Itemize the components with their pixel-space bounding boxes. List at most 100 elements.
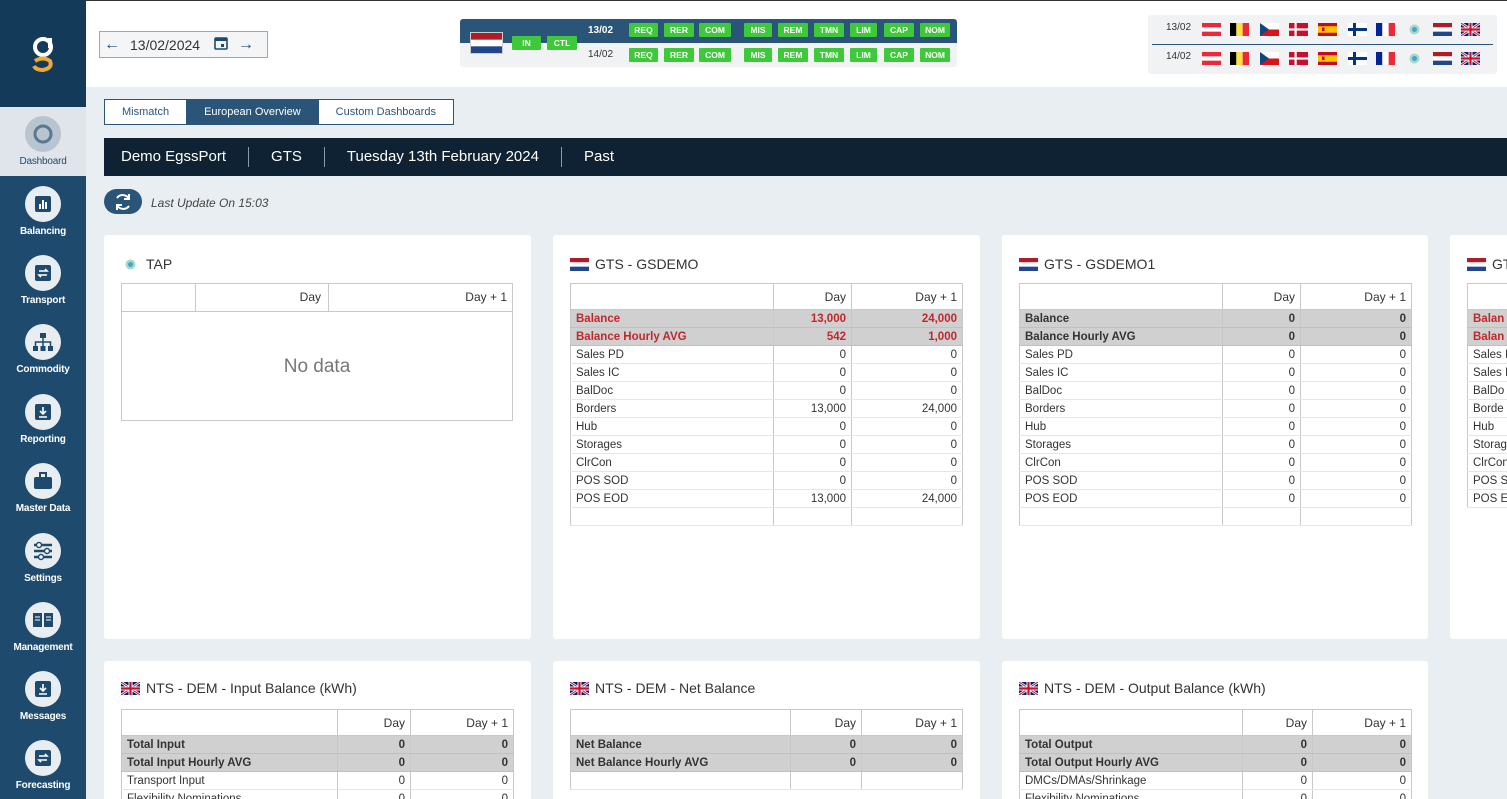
table-row[interactable]: Balance Hourly AVG 0 0 xyxy=(1019,327,1412,346)
table-row[interactable]: Balance 0 0 xyxy=(1019,309,1412,328)
table-row[interactable]: ClrCon 0 0 xyxy=(570,453,963,472)
table-row[interactable]: Borders 13,000 24,000 xyxy=(570,399,963,418)
table-row[interactable]: Total Output 0 0 xyxy=(1019,735,1412,754)
status-pill[interactable]: REQ xyxy=(629,48,658,62)
context-company[interactable]: Demo EgssPort xyxy=(104,147,250,167)
austria-flag-icon[interactable] xyxy=(1202,52,1221,65)
table-row[interactable]: Borde xyxy=(1467,399,1507,418)
table-row[interactable]: Net Balance Hourly AVG 0 0 xyxy=(570,753,963,772)
calendar-icon[interactable] xyxy=(214,36,234,53)
table-row[interactable]: DMCs/DMAs/Shrinkage 0 0 xyxy=(1019,771,1412,790)
tab-custom-dashboards[interactable]: Custom Dashboards xyxy=(335,106,436,118)
next-day-arrow-icon[interactable]: → xyxy=(238,35,254,53)
status-pill[interactable]: CAP xyxy=(884,48,914,62)
netherlands-flag-icon[interactable] xyxy=(1433,52,1452,65)
status-pill[interactable]: REM xyxy=(778,48,808,62)
nav-balancing[interactable]: Balancing xyxy=(0,177,86,246)
table-row[interactable]: ClrCon xyxy=(1467,453,1507,472)
table-row[interactable]: Sales PD 0 0 xyxy=(570,345,963,364)
table-row[interactable]: Balance Hourly AVG 542 1,000 xyxy=(570,327,963,346)
table-row[interactable]: POS SOD 0 0 xyxy=(1019,471,1412,490)
status-pill[interactable]: RER xyxy=(664,23,694,37)
denmark-flag-icon[interactable] xyxy=(1289,52,1308,65)
nav-settings[interactable]: Settings xyxy=(0,524,86,593)
table-row[interactable]: Sales I xyxy=(1467,345,1507,364)
uk-flag-icon[interactable] xyxy=(1461,52,1480,65)
spain-flag-icon[interactable] xyxy=(1318,52,1337,65)
uk-flag-icon[interactable] xyxy=(1461,23,1480,36)
table-row[interactable]: Hub 0 0 xyxy=(1019,417,1412,436)
france-flag-icon[interactable] xyxy=(1376,52,1395,65)
table-row[interactable]: Storages 0 0 xyxy=(1019,435,1412,454)
context-tso[interactable]: GTS xyxy=(249,147,325,167)
table-row[interactable]: Balance 13,000 24,000 xyxy=(570,309,963,328)
table-row[interactable]: BalDoc 0 0 xyxy=(570,381,963,400)
table-row[interactable]: POS EOD 13,000 24,000 xyxy=(570,489,963,508)
status-pill[interactable]: COM xyxy=(699,48,731,62)
table-row[interactable]: POS E xyxy=(1467,489,1507,508)
table-row[interactable]: Balan xyxy=(1467,327,1507,346)
austria-flag-icon[interactable] xyxy=(1202,23,1221,36)
table-row[interactable]: Transport Input 0 0 xyxy=(121,771,514,790)
context-date[interactable]: Tuesday 13th February 2024 xyxy=(325,147,562,167)
table-row[interactable]: Balan xyxy=(1467,309,1507,328)
finland-flag-icon[interactable] xyxy=(1348,52,1367,65)
status-pill[interactable]: REM xyxy=(778,23,808,37)
france-flag-icon[interactable] xyxy=(1376,23,1395,36)
table-row[interactable]: Storages 0 0 xyxy=(570,435,963,454)
status-pill[interactable]: LIM xyxy=(850,48,877,62)
status-pill[interactable]: CAP xyxy=(884,23,914,37)
nav-commodity[interactable]: Commodity xyxy=(0,315,86,384)
status-pill[interactable]: COM xyxy=(699,23,731,37)
table-row[interactable]: POS EOD 0 0 xyxy=(1019,489,1412,508)
app-logo[interactable] xyxy=(0,0,86,107)
status-pill[interactable]: MIS xyxy=(744,23,772,37)
status-pill[interactable]: RER xyxy=(664,48,694,62)
refresh-button[interactable] xyxy=(104,189,142,214)
table-row[interactable]: ClrCon 0 0 xyxy=(1019,453,1412,472)
nav-reporting[interactable]: Reporting xyxy=(0,385,86,454)
tap-icon-icon[interactable] xyxy=(1405,23,1424,36)
tab-european-overview[interactable]: European Overview xyxy=(187,100,319,124)
nav-master-data[interactable]: Master Data xyxy=(0,454,86,523)
table-row[interactable]: POS SOD 0 0 xyxy=(570,471,963,490)
czech-flag-icon[interactable] xyxy=(1260,52,1279,65)
czech-flag-icon[interactable] xyxy=(1260,23,1279,36)
date-picker[interactable]: ← 13/02/2024 → xyxy=(99,31,268,58)
table-row[interactable]: Flexibility Nominations 0 0 xyxy=(121,789,514,799)
status-pill-ctl[interactable]: CTL xyxy=(547,36,577,50)
nav-messages[interactable]: Messages xyxy=(0,662,86,731)
table-row[interactable]: Hub xyxy=(1467,417,1507,436)
nav-management[interactable]: Management xyxy=(0,593,86,662)
netherlands-flag-icon[interactable] xyxy=(1433,23,1452,36)
table-row[interactable]: Total Input Hourly AVG 0 0 xyxy=(121,753,514,772)
context-period[interactable]: Past xyxy=(583,148,614,165)
spain-flag-icon[interactable] xyxy=(1318,23,1337,36)
nav-forecasting[interactable]: Forecasting xyxy=(0,731,86,799)
status-pill[interactable]: REQ xyxy=(629,23,658,37)
nav-dashboard[interactable]: Dashboard xyxy=(0,107,86,176)
table-row[interactable]: Flexibility Nominations 0 0 xyxy=(1019,789,1412,799)
table-row[interactable]: Net Balance 0 0 xyxy=(570,735,963,754)
table-row[interactable]: Sales PD 0 0 xyxy=(1019,345,1412,364)
table-row[interactable]: Storag xyxy=(1467,435,1507,454)
status-pill[interactable]: NOM xyxy=(920,23,950,37)
status-pill[interactable]: NOM xyxy=(920,48,950,62)
tap-icon-icon[interactable] xyxy=(1405,52,1424,65)
table-row[interactable]: BalDoc 0 0 xyxy=(1019,381,1412,400)
table-row[interactable]: Total Output Hourly AVG 0 0 xyxy=(1019,753,1412,772)
status-pill[interactable]: TMN xyxy=(814,48,844,62)
status-pill[interactable]: LIM xyxy=(850,23,877,37)
nav-transport[interactable]: Transport xyxy=(0,246,86,315)
table-row[interactable]: Sales IC 0 0 xyxy=(570,363,963,382)
denmark-flag-icon[interactable] xyxy=(1289,23,1308,36)
belgium-flag-icon[interactable] xyxy=(1230,23,1249,36)
table-row[interactable]: Sales I xyxy=(1467,363,1507,382)
table-row[interactable]: Sales IC 0 0 xyxy=(1019,363,1412,382)
finland-flag-icon[interactable] xyxy=(1348,23,1367,36)
status-pill-in[interactable]: IN xyxy=(512,36,541,50)
table-row[interactable]: Total Input 0 0 xyxy=(121,735,514,754)
belgium-flag-icon[interactable] xyxy=(1230,52,1249,65)
table-row[interactable]: Borders 0 0 xyxy=(1019,399,1412,418)
status-pill[interactable]: TMN xyxy=(814,23,844,37)
